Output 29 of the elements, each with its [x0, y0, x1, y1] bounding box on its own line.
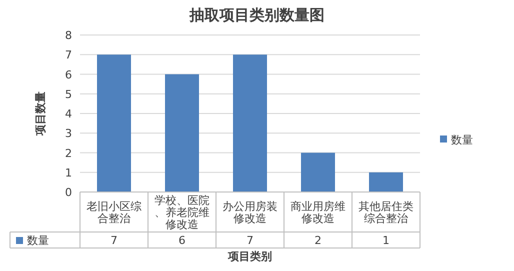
data-label: 7: [110, 234, 118, 247]
y-tick-label: 5: [65, 88, 72, 101]
x-axis-title: 项目类别: [227, 250, 272, 263]
x-tick-label: 商业用房维修改造: [290, 200, 346, 225]
y-tick-label: 4: [65, 108, 72, 120]
legend-label: 数量: [451, 134, 473, 146]
y-tick-label: 1: [65, 166, 72, 180]
bar: [369, 172, 403, 192]
text: 数量: [27, 234, 49, 247]
y-tick-label: 6: [65, 68, 72, 82]
bar: [97, 54, 131, 192]
y-tick-label: 7: [65, 48, 72, 62]
bar: [233, 54, 267, 192]
y-tick-label: 2: [65, 146, 72, 160]
data-label: 6: [178, 234, 186, 247]
data-label: 2: [314, 234, 322, 247]
chart-title: 抽取项目类别数量图: [188, 6, 324, 24]
x-tick-label: 学校、医院、养老院维修改造: [154, 194, 210, 231]
x-tick-label: 其他居住类综合整治: [358, 200, 414, 225]
bar: [301, 152, 335, 192]
y-axis-title: 项目数量: [34, 92, 47, 136]
x-tick-label: 办公用房装修改造: [222, 200, 278, 225]
y-tick-label: 3: [65, 127, 72, 140]
x-tick-label: 老旧小区综合整治: [86, 200, 142, 225]
y-tick-label: 8: [65, 29, 72, 42]
y-tick-label: 0: [65, 186, 72, 199]
data-label: 7: [246, 234, 254, 247]
data-label: 1: [382, 234, 390, 247]
bar: [165, 74, 199, 192]
